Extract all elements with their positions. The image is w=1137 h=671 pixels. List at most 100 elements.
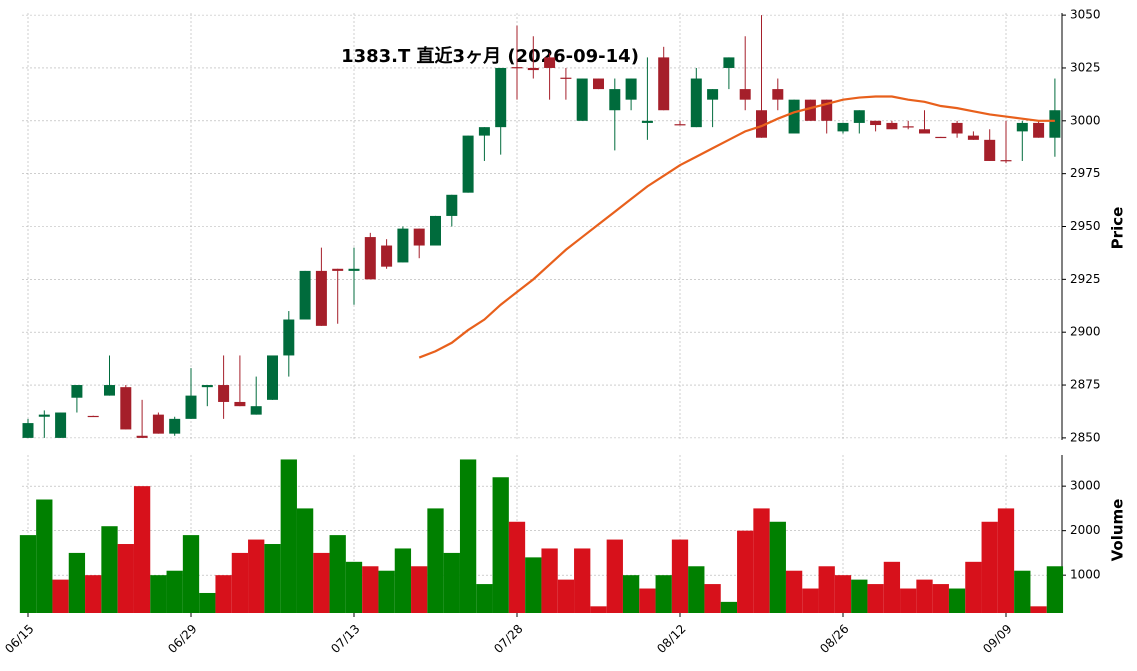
volume-bar	[117, 544, 134, 613]
volume-bar	[231, 552, 249, 613]
candle-body	[902, 126, 914, 128]
y-axis-label: Price	[1109, 207, 1127, 250]
candle-body	[185, 395, 197, 419]
y-tick-label: 2925	[1070, 272, 1101, 286]
candle-body	[38, 414, 50, 417]
volume-tick-label: 1000	[1070, 568, 1101, 582]
volume-bar	[997, 508, 1015, 613]
volume-bar	[329, 535, 346, 613]
candle-body	[332, 268, 344, 271]
volume-bar	[851, 579, 868, 613]
candle-body	[641, 120, 653, 123]
candle-body	[152, 414, 164, 434]
volume-bar	[785, 570, 803, 613]
volume-bar	[19, 535, 37, 613]
candle-body	[446, 194, 458, 216]
candle-body	[299, 270, 311, 320]
volume-bar	[867, 584, 884, 613]
volume-tick-label: 3000	[1070, 479, 1101, 493]
volume-bar	[362, 566, 379, 613]
volume-bar	[411, 566, 428, 613]
moving-average-line	[418, 95, 1055, 359]
candle-body	[478, 127, 490, 136]
volume-bar	[965, 561, 982, 613]
volume-bar	[166, 570, 183, 613]
volume-bar	[541, 548, 558, 613]
candle-body	[1016, 122, 1028, 132]
candle-body	[527, 67, 539, 71]
candle-body	[544, 57, 556, 68]
volume-bar	[655, 575, 672, 613]
chart-title: 1383.T 直近3ヶ月 (2026-09-14)	[341, 45, 639, 67]
x-tick-label: 08/12	[654, 622, 688, 656]
candle-body	[919, 129, 930, 134]
candle-body	[267, 355, 278, 400]
candle-body	[576, 78, 588, 121]
volume-bar	[834, 575, 852, 613]
candle-body	[71, 385, 83, 398]
volume-bar	[1014, 570, 1031, 613]
x-tick-label: 06/15	[2, 622, 36, 656]
volume-bar	[394, 548, 412, 613]
volume-bar	[85, 575, 102, 613]
candle-body	[201, 385, 213, 388]
candle-body	[1049, 110, 1061, 138]
candle-body	[397, 228, 409, 263]
candle-body	[756, 110, 767, 138]
volume-bar	[182, 535, 200, 613]
candle-body	[739, 89, 751, 100]
y-tick-label: 2850	[1070, 430, 1101, 444]
candle-body	[560, 77, 572, 79]
volume-bar	[688, 566, 705, 613]
volume-bar	[427, 508, 444, 613]
candle-body	[234, 401, 246, 407]
volume-bar	[720, 601, 738, 613]
volume-bar	[883, 561, 901, 613]
volume-bar	[492, 477, 509, 613]
candle-body	[674, 124, 686, 126]
candle-body	[837, 122, 849, 132]
volume-bar	[737, 530, 754, 613]
volume-bar	[296, 508, 314, 613]
candle-body	[690, 78, 702, 128]
volume-bar	[525, 557, 542, 613]
candle-body	[169, 418, 181, 434]
candle-body	[136, 435, 148, 438]
volume-axis-label: Volume	[1109, 499, 1127, 562]
x-tick-label: 07/28	[491, 622, 525, 656]
volume-bar	[622, 575, 640, 613]
volume-bar	[802, 588, 819, 613]
volume-bar	[753, 508, 770, 613]
volume-bar	[280, 459, 297, 613]
volume-bar	[948, 588, 966, 613]
volume-bar	[557, 579, 575, 613]
volume-bar	[590, 606, 607, 613]
volume-tick-label: 2000	[1070, 523, 1101, 537]
volume-bar	[150, 575, 167, 613]
candle-body	[120, 387, 132, 430]
volume-bar	[248, 539, 265, 613]
candle-body	[707, 89, 719, 100]
candle-body	[430, 215, 441, 246]
volume-bar	[264, 544, 281, 613]
candle-body	[1000, 160, 1012, 162]
volume-bar	[574, 548, 591, 613]
candle-body	[772, 89, 784, 100]
y-tick-label: 3025	[1070, 60, 1101, 74]
candle-body	[218, 385, 230, 402]
volume-bar	[932, 584, 949, 613]
volume-bar	[476, 584, 493, 613]
y-tick-label: 2900	[1070, 325, 1101, 339]
candle-body	[104, 385, 115, 396]
candle-body	[315, 270, 327, 326]
volume-bar	[199, 592, 216, 613]
candle-body	[593, 78, 604, 90]
candle-body	[283, 319, 295, 356]
candle-body	[870, 120, 882, 126]
volume-bar	[443, 552, 460, 613]
candle-body	[462, 135, 474, 193]
volume-bar	[769, 521, 786, 613]
candle-body	[886, 122, 898, 130]
volume-bar	[606, 539, 623, 613]
